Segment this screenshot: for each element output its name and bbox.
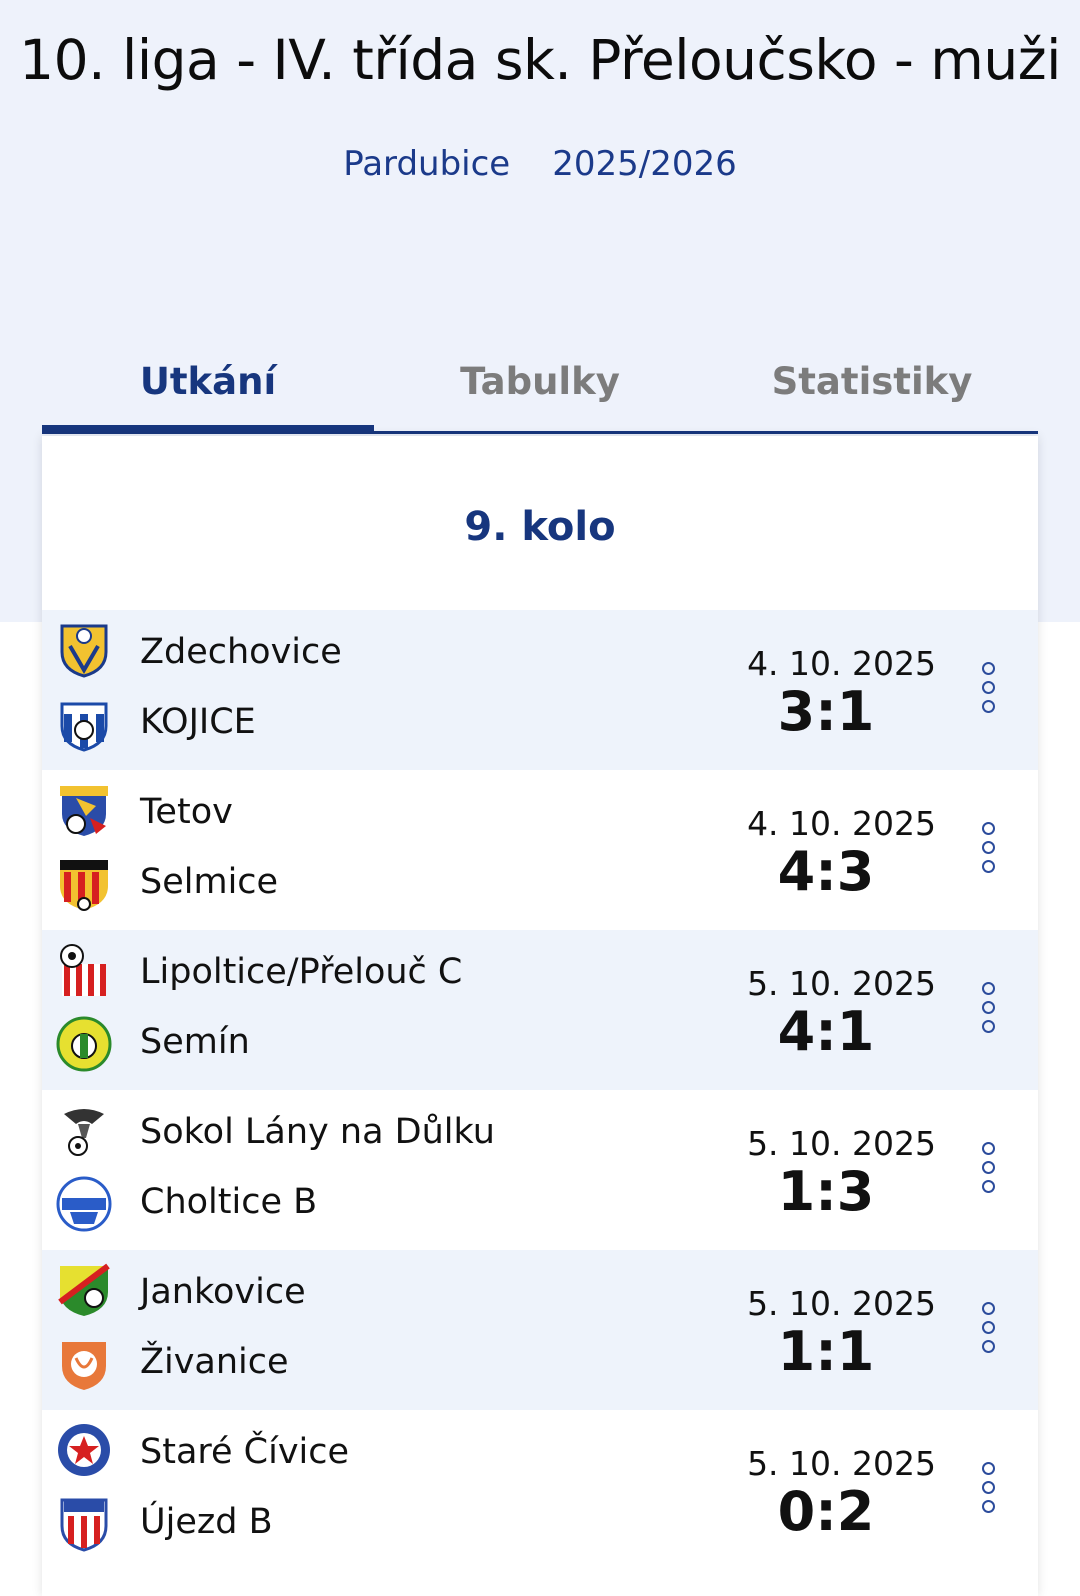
more-options-icon[interactable] <box>978 822 998 878</box>
match-row[interactable]: Zdechovice KOJICE 4. 10. 2025 3:1 <box>42 610 1038 770</box>
tab-divider <box>42 431 1038 434</box>
tab-matches[interactable]: Utkání <box>139 360 277 403</box>
tab-statistics[interactable]: Statistiky <box>771 360 973 403</box>
round-title: 9. kolo <box>464 504 616 550</box>
active-tab-indicator <box>42 425 374 433</box>
match-date: 5. 10. 2025 <box>747 1124 936 1163</box>
zdechovice-crest-icon <box>56 622 112 678</box>
away-team[interactable]: Selmice <box>140 862 279 902</box>
match-date: 4. 10. 2025 <box>747 644 936 683</box>
away-team[interactable]: KOJICE <box>140 702 256 742</box>
choltice-crest-icon <box>56 1176 112 1232</box>
match-score: 4:3 <box>777 840 875 903</box>
away-team[interactable]: Choltice B <box>140 1182 318 1222</box>
match-date: 5. 10. 2025 <box>747 1284 936 1323</box>
matches-card: 9. kolo Zdechovice KOJICE 4. 10. 2025 3:… <box>42 436 1038 1596</box>
tab-tables[interactable]: Tabulky <box>460 360 620 403</box>
more-options-icon[interactable] <box>978 1462 998 1518</box>
match-score: 4:1 <box>777 1000 875 1063</box>
lany-crest-icon <box>56 1102 112 1158</box>
match-date: 5. 10. 2025 <box>747 964 936 1003</box>
competition-title: 10. liga - IV. třída sk. Přeloučsko - mu… <box>19 28 1061 92</box>
match-score: 3:1 <box>777 680 875 743</box>
semin-crest-icon <box>56 1016 112 1072</box>
lipoltice-crest-icon <box>56 942 112 998</box>
tab-bar: Utkání Tabulky Statistiky <box>42 350 1038 434</box>
match-row[interactable]: Tetov Selmice 4. 10. 2025 4:3 <box>42 770 1038 930</box>
zivanice-crest-icon <box>56 1336 112 1392</box>
jankovice-crest-icon <box>56 1262 112 1318</box>
season-label[interactable]: 2025/2026 <box>552 144 737 184</box>
match-row[interactable]: Sokol Lány na Důlku Choltice B 5. 10. 20… <box>42 1090 1038 1250</box>
more-options-icon[interactable] <box>978 662 998 718</box>
more-options-icon[interactable] <box>978 982 998 1038</box>
match-row[interactable]: Staré Čívice Újezd B 5. 10. 2025 0:2 <box>42 1410 1038 1570</box>
away-team[interactable]: Semín <box>140 1022 250 1062</box>
more-options-icon[interactable] <box>978 1302 998 1358</box>
match-score: 1:3 <box>777 1160 875 1223</box>
match-row[interactable]: Jankovice Živanice 5. 10. 2025 1:1 <box>42 1250 1038 1410</box>
away-team[interactable]: Újezd B <box>140 1502 273 1542</box>
home-team[interactable]: Tetov <box>140 792 233 832</box>
ujezd-crest-icon <box>56 1496 112 1552</box>
selmice-crest-icon <box>56 856 112 912</box>
more-options-icon[interactable] <box>978 1142 998 1198</box>
home-team[interactable]: Zdechovice <box>140 632 342 672</box>
match-date: 4. 10. 2025 <box>747 804 936 843</box>
tetov-crest-icon <box>56 782 112 838</box>
home-team[interactable]: Lipoltice/Přelouč C <box>140 952 463 992</box>
kojice-crest-icon <box>56 696 112 752</box>
match-score: 0:2 <box>777 1480 875 1543</box>
stare-civice-crest-icon <box>56 1422 112 1478</box>
match-score: 1:1 <box>777 1320 875 1383</box>
away-team[interactable]: Živanice <box>140 1342 289 1382</box>
match-row[interactable]: Lipoltice/Přelouč C Semín 5. 10. 2025 4:… <box>42 930 1038 1090</box>
competition-meta: Pardubice 2025/2026 <box>0 144 1080 184</box>
region-label[interactable]: Pardubice <box>343 144 511 184</box>
home-team[interactable]: Jankovice <box>140 1272 306 1312</box>
home-team[interactable]: Staré Čívice <box>140 1432 350 1472</box>
match-date: 5. 10. 2025 <box>747 1444 936 1483</box>
home-team[interactable]: Sokol Lány na Důlku <box>140 1112 495 1152</box>
